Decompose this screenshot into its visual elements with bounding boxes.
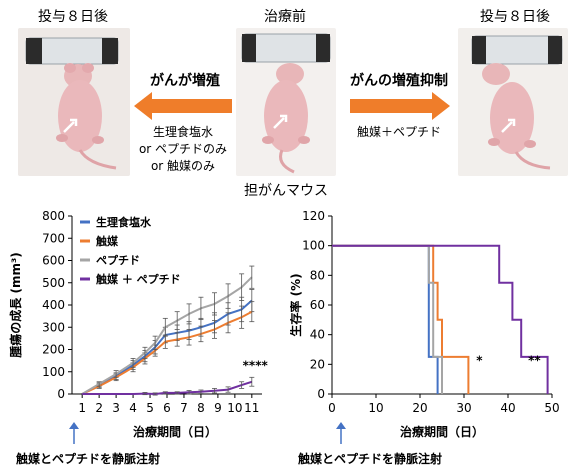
x-tick-label: 1 bbox=[78, 401, 86, 415]
right-conditions: 触媒＋ペプチド bbox=[356, 125, 441, 139]
legend-entry: 触媒 bbox=[95, 234, 119, 248]
x-tick-label: 0 bbox=[328, 401, 336, 415]
x-tick-label: 40 bbox=[500, 401, 515, 415]
y-tick-label: 400 bbox=[42, 298, 65, 312]
right-photo-label: 投与８日後 bbox=[480, 9, 550, 25]
y-tick-label: 200 bbox=[42, 343, 65, 357]
series-line bbox=[81, 299, 253, 395]
y-tick-label: 700 bbox=[42, 231, 65, 245]
series-line bbox=[82, 380, 253, 396]
x-tick-label: 10 bbox=[227, 401, 242, 415]
injection-arrow-left bbox=[69, 422, 79, 444]
survival-line bbox=[332, 244, 439, 394]
injection-note-right: 触媒とペプチドを静脈注射 bbox=[298, 452, 443, 466]
center-mouse-photo bbox=[236, 28, 336, 176]
condition-peptide-only: or ペプチドのみ bbox=[138, 142, 228, 156]
y-tick-label: 800 bbox=[42, 209, 65, 223]
injection-arrow-right bbox=[336, 422, 346, 444]
y-axis-label: 生存率 (%) bbox=[290, 273, 303, 336]
significance-annotation: ** bbox=[528, 353, 541, 367]
x-tick-label: 10 bbox=[368, 401, 383, 415]
x-axis-label: 治療期間（日） bbox=[400, 424, 484, 439]
tumor-mouse-caption: 担がんマウス bbox=[244, 183, 328, 199]
left-arrow-shape bbox=[134, 92, 232, 120]
x-tick-label: 9 bbox=[214, 401, 222, 415]
y-tick-label: 120 bbox=[302, 209, 325, 223]
x-tick-label: 20 bbox=[412, 401, 427, 415]
y-tick-label: 100 bbox=[42, 365, 65, 379]
series-line bbox=[81, 276, 253, 395]
survival-line bbox=[332, 244, 443, 394]
right-arrow-shape bbox=[350, 92, 450, 120]
x-tick-label: 4 bbox=[129, 401, 137, 415]
x-tick-label: 11 bbox=[244, 401, 259, 415]
legend-entry: ペプチド bbox=[96, 253, 140, 267]
y-tick-label: 0 bbox=[57, 387, 65, 401]
x-tick-label: 3 bbox=[112, 401, 120, 415]
significance-annotation: * bbox=[476, 353, 483, 367]
left-arrow-label: がんが増殖 bbox=[150, 73, 220, 89]
significance-annotation: **** bbox=[243, 359, 269, 373]
center-photo-label: 治療前 bbox=[264, 9, 306, 25]
y-axis-label: 腫瘍の成長 (mm³) bbox=[8, 252, 23, 357]
y-tick-label: 500 bbox=[42, 276, 65, 290]
x-axis-label: 治療期間（日） bbox=[133, 424, 217, 439]
y-tick-label: 40 bbox=[310, 328, 325, 342]
legend-entry: 生理食塩水 bbox=[96, 215, 152, 229]
legend-entry: 触媒 ＋ ペプチド bbox=[95, 272, 181, 286]
y-tick-label: 100 bbox=[302, 239, 325, 253]
y-tick-label: 0 bbox=[317, 387, 325, 401]
condition-catalyst-only: or 触媒のみ bbox=[150, 159, 216, 173]
right-orange-arrow bbox=[350, 92, 450, 120]
left-photo-label: 投与８日後 bbox=[38, 9, 108, 25]
x-tick-label: 30 bbox=[456, 401, 471, 415]
x-tick-label: 5 bbox=[146, 401, 154, 415]
x-tick-label: 7 bbox=[180, 401, 188, 415]
series-line bbox=[81, 310, 253, 395]
survival-chart: 0 20 40 60 80 100 120 0 10 20 30 40 50 生存率 (%) 治療期間（日）… bbox=[290, 209, 560, 439]
right-mouse-photo bbox=[458, 28, 568, 176]
left-orange-arrow bbox=[134, 92, 232, 120]
x-tick-label: 8 bbox=[197, 401, 205, 415]
x-tick-label: 6 bbox=[163, 401, 171, 415]
survival-line bbox=[332, 244, 470, 394]
left-conditions: 生理食塩水 or ペプチドのみ or 触媒のみ bbox=[128, 124, 238, 175]
injection-note-left: 触媒とペプチドを静脈注射 bbox=[16, 452, 161, 466]
condition-saline: 生理食塩水 bbox=[152, 125, 213, 139]
y-tick-label: 60 bbox=[310, 298, 325, 312]
x-tick-label: 50 bbox=[544, 401, 559, 415]
y-tick-label: 80 bbox=[310, 268, 325, 282]
left-mouse-photo bbox=[18, 28, 130, 176]
y-tick-label: 300 bbox=[42, 320, 65, 334]
tumor-growth-chart: 0 100 200 300 400 500 600 700 800 1 2 3 4 5 6 7 8 9 10 11 腫瘍… bbox=[8, 209, 269, 439]
right-arrow-label: がんの増殖抑制 bbox=[350, 73, 448, 89]
y-tick-label: 20 bbox=[310, 357, 325, 371]
y-tick-label: 600 bbox=[42, 254, 65, 268]
x-tick-label: 2 bbox=[95, 401, 103, 415]
survival-line bbox=[332, 244, 549, 394]
